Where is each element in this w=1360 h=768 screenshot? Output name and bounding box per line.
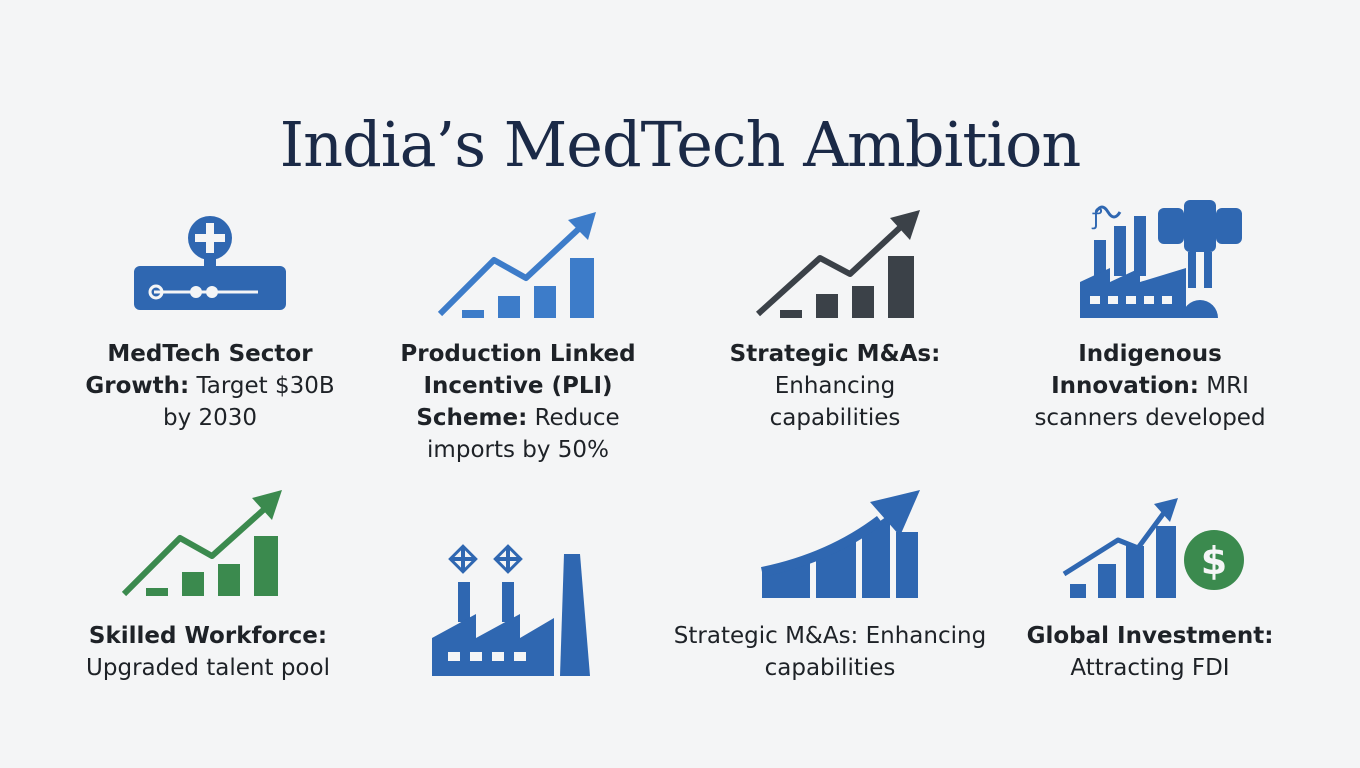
medical-device-icon	[132, 212, 288, 312]
card-indigenous-innovation: Indigenous Innovation: MRI scanners deve…	[1030, 338, 1270, 434]
card-text: Upgraded talent pool	[86, 655, 330, 681]
card-skilled-workforce: Skilled Workforce: Upgraded talent pool	[70, 620, 346, 684]
card-heading: Strategic M&As:	[729, 341, 941, 367]
page-title: India’s MedTech Ambition	[279, 107, 1082, 181]
card-pli-scheme: Production Linked Incentive (PLI) Scheme…	[376, 338, 660, 466]
svg-text:ꝭ: ꝭ	[1091, 205, 1103, 230]
svg-text:$: $	[1201, 539, 1227, 583]
card-strategic-ma-bottom: Strategic M&As: Enhancing capabilities	[660, 620, 1000, 684]
card-heading: Skilled Workforce:	[88, 623, 328, 649]
card-text: Strategic M&As: Enhancing capabilities	[673, 623, 987, 681]
factory-icon	[430, 542, 596, 678]
card-heading: Production Linked Incentive (PLI) Scheme…	[400, 341, 636, 431]
card-heading: Indigenous Innovation:	[1051, 341, 1222, 399]
growth-chart-icon	[754, 208, 924, 320]
card-heading: Global Investment:	[1026, 623, 1274, 649]
growth-arrow-icon	[760, 488, 926, 600]
card-global-investment: Global Investment: Attracting FDI	[1020, 620, 1280, 684]
factory-mri-icon: ꝭ	[1076, 196, 1248, 320]
growth-chart-icon	[436, 210, 602, 322]
card-heading: MedTech Sector Growth:	[85, 341, 313, 399]
card-text: Reduce imports by 50%	[427, 405, 620, 463]
card-text: Attracting FDI	[1070, 655, 1230, 681]
card-medtech-growth: MedTech Sector Growth: Target $30B by 20…	[82, 338, 338, 434]
card-text: Enhancing capabilities	[769, 373, 901, 431]
growth-chart-icon	[120, 488, 286, 600]
card-text: MRI scanners developed	[1034, 373, 1266, 431]
investment-chart-icon: $	[1062, 496, 1248, 602]
card-text: Target $30B by 2030	[162, 373, 335, 431]
card-strategic-ma: Strategic M&As: Enhancing capabilities	[710, 338, 960, 434]
